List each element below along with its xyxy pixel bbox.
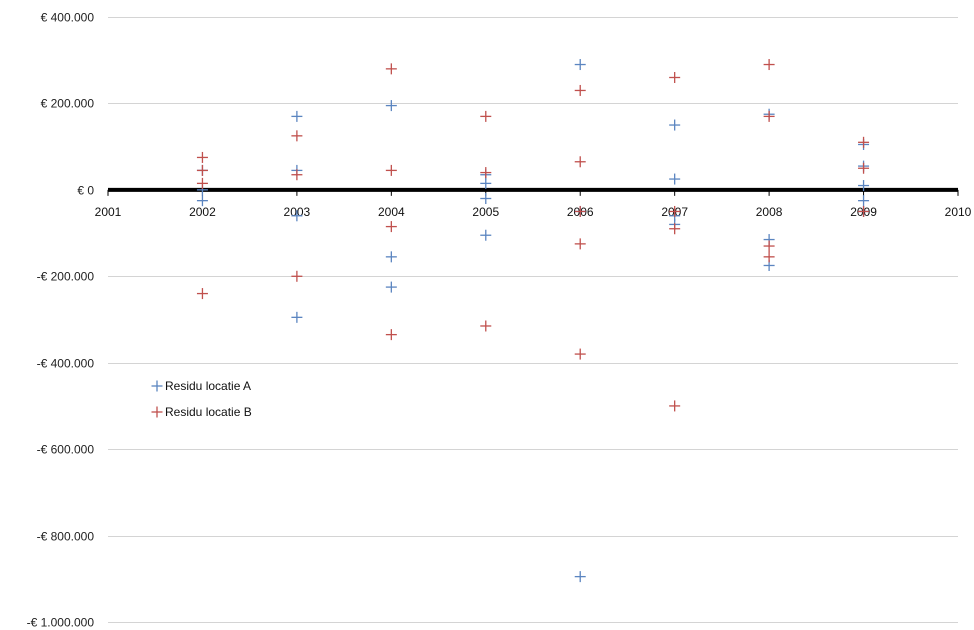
data-point [480,167,492,179]
x-tick-label: 2002 [189,205,216,219]
data-point [291,210,303,222]
legend-label: Residu locatie B [165,405,252,419]
y-tick-label: -€ 400.000 [37,357,95,371]
x-tick-label: 2001 [95,205,122,219]
data-point [291,130,303,142]
data-points [196,59,870,583]
x-tick-label: 2005 [472,205,499,219]
data-point [574,571,586,583]
x-tick-label: 2004 [378,205,405,219]
data-point [763,240,775,252]
data-point [480,193,492,204]
data-point [385,281,397,293]
data-point [574,84,586,96]
series-a [196,59,870,583]
data-point [574,238,586,250]
data-point [196,288,208,300]
x-tick-label: 2010 [945,205,972,219]
data-point [574,348,586,360]
data-point [385,63,397,75]
data-point [385,164,397,176]
data-point [480,177,492,189]
data-point [858,205,870,217]
data-point [858,195,870,207]
legend-marker [151,406,163,418]
data-point [858,180,870,192]
data-point [574,59,586,71]
data-point [763,59,775,71]
data-point [385,329,397,341]
data-point [291,311,303,323]
data-point [669,119,681,131]
data-point [196,151,208,163]
y-tick-label: € 0 [77,184,94,198]
data-point [763,110,775,122]
y-tick-label: -€ 800.000 [37,530,95,544]
data-point [574,205,586,217]
data-point [480,320,492,332]
data-point [763,251,775,263]
data-point [669,223,681,235]
data-point [574,156,586,168]
data-point [480,229,492,241]
data-point [669,400,681,412]
y-tick-label: € 400.000 [41,11,95,25]
legend: Residu locatie A Residu locatie B [151,379,252,419]
data-point [196,177,208,189]
data-point [669,72,681,83]
data-point [669,173,681,185]
legend-label: Residu locatie A [165,379,251,393]
x-tick-label: 2008 [756,205,783,219]
legend-marker [151,380,163,392]
gridlines [108,17,958,623]
data-point [385,221,397,233]
data-point [385,100,397,112]
y-axis-tick-labels: € 400.000 € 200.000 € 0 -€ 200.000 -€ 400.00… [27,11,95,630]
data-point [196,195,208,207]
data-point [385,251,397,263]
data-point [291,169,303,181]
data-point [291,270,303,282]
data-point [858,136,870,148]
series-b [196,59,870,412]
y-tick-label: € 200.000 [41,97,95,111]
y-tick-label: -€ 1.000.000 [27,616,95,630]
x-axis-tick-labels: 2001200220032004200520062007200820092010 [95,189,972,219]
data-point [291,110,303,122]
data-point [196,164,208,176]
data-point [858,162,870,174]
data-point [480,110,492,122]
y-tick-label: -€ 600.000 [37,443,95,457]
y-tick-label: -€ 200.000 [37,270,95,284]
data-point [669,205,681,217]
